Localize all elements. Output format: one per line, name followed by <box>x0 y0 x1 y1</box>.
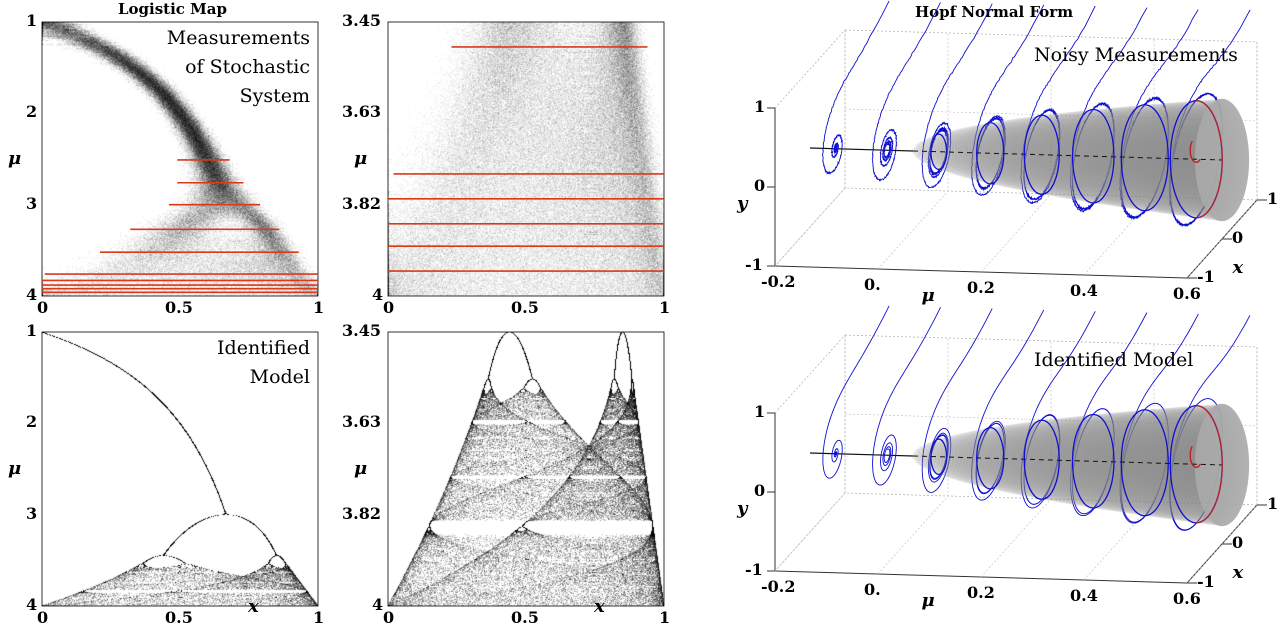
annotation-line: Measurements <box>167 24 310 53</box>
hopf-mu-tick-label: 0.4 <box>1070 586 1098 605</box>
y-tick-label: 1 <box>26 11 37 30</box>
y-tick-label: 3 <box>26 504 37 523</box>
x-axis-label: x <box>594 596 605 617</box>
hopf-y-tick-label: 1 <box>754 402 765 421</box>
x-tick-label: 1 <box>659 298 670 317</box>
x-tick-label: 1 <box>659 608 670 627</box>
y-tick-label: 4 <box>26 595 37 614</box>
hopf-mu-axis-label: μ <box>922 285 935 306</box>
box-edge <box>845 30 1257 42</box>
stable-fixed-point-line <box>810 148 913 151</box>
hopf-y-tick-label: 0 <box>754 481 765 500</box>
x-axis-label: x <box>248 596 259 617</box>
hopf-mu-tick-label: 0.2 <box>967 583 995 602</box>
x-tick-label: 1 <box>313 608 324 627</box>
hopf-mu-tick-label: -0.2 <box>761 577 795 596</box>
hopf-x-tick-label: -1 <box>1197 267 1215 286</box>
trajectory-spiral <box>823 1 890 174</box>
annotation-line: of Stochastic <box>167 53 310 82</box>
box-edge <box>775 335 845 413</box>
y-tick-label: 3.82 <box>342 194 381 213</box>
hopf-x-tick-label: 1 <box>1267 494 1278 513</box>
axes-box <box>388 332 664 606</box>
hopf-x-axis-label: x <box>1233 257 1244 278</box>
y-tick-label: 3 <box>26 194 37 213</box>
y-tick-label: 3.63 <box>342 102 381 121</box>
hopf-x-tick-label: 1 <box>1267 189 1278 208</box>
y-tick-label: 2 <box>26 412 37 431</box>
hopf-mu-tick-label: 0.2 <box>967 278 995 297</box>
y-tick-label: 4 <box>26 285 37 304</box>
hopf-y-axis-label: y <box>737 498 747 519</box>
box-edge <box>845 335 1257 347</box>
annotation-line: Model <box>217 363 310 392</box>
hopf-panel-annotation: Noisy Measurements <box>1034 44 1238 66</box>
annotation-line: Identified <box>217 334 310 363</box>
stable-fixed-point-line <box>810 453 913 456</box>
annotation-line: System <box>167 82 310 111</box>
x-tick-label: 1 <box>313 298 324 317</box>
y-tick-label: 3.82 <box>342 504 381 523</box>
box-edge <box>775 30 845 108</box>
y-axis-label: μ <box>354 148 367 169</box>
x-tick-label: 0 <box>37 608 48 627</box>
hopf-mu-tick-label: 0.6 <box>1173 284 1201 303</box>
x-tick-label: 0.5 <box>165 608 193 627</box>
hopf-mu-tick-label: 0. <box>864 275 881 294</box>
y-tick-label: 3.45 <box>342 11 381 30</box>
hopf-x-tick-label: -1 <box>1197 572 1215 591</box>
hopf-x-axis-label: x <box>1233 562 1244 583</box>
x-tick-label: 0.5 <box>511 608 539 627</box>
y-tick-label: 4 <box>372 285 383 304</box>
x-tick-label: 0.5 <box>511 298 539 317</box>
hopf-mu-tick-label: 0.6 <box>1173 589 1201 608</box>
hopf-y-axis-label: y <box>737 193 747 214</box>
panel-annotation: Measurements of Stochastic System <box>167 24 310 111</box>
y-axis-label: μ <box>8 148 21 169</box>
panel-annotation: Identified Model <box>217 334 310 392</box>
hopf-mu-tick-label: 0.4 <box>1070 281 1098 300</box>
axes-box <box>388 22 664 296</box>
hopf-x-tick-label: 0 <box>1232 228 1243 247</box>
figure: Logistic Map Hopf Normal Form 1 2 3 4 μ 0 0.5 1… <box>0 0 1280 632</box>
hopf-mu-tick-label: 0. <box>864 580 881 599</box>
hopf-mu-axis-label: μ <box>922 590 935 611</box>
x-tick-label: 0 <box>383 298 394 317</box>
x-tick-label: 0 <box>37 298 48 317</box>
hopf-x-tick-label: 0 <box>1232 533 1243 552</box>
y-tick-label: 2 <box>26 102 37 121</box>
y-tick-label: 3.45 <box>342 321 381 340</box>
hopf-y-tick-label: 0 <box>754 176 765 195</box>
y-tick-label: 1 <box>26 321 37 340</box>
y-axis-label: μ <box>8 458 21 479</box>
hopf-mu-tick-label: -0.2 <box>761 272 795 291</box>
hopf-y-tick-label: 1 <box>754 97 765 116</box>
hopf-panel-annotation: Identified Model <box>1034 349 1193 371</box>
trajectory-spiral <box>823 306 889 478</box>
y-tick-label: 4 <box>372 595 383 614</box>
x-tick-label: 0 <box>383 608 394 627</box>
y-axis-label: μ <box>354 458 367 479</box>
y-tick-label: 3.63 <box>342 412 381 431</box>
x-tick-label: 0.5 <box>165 298 193 317</box>
